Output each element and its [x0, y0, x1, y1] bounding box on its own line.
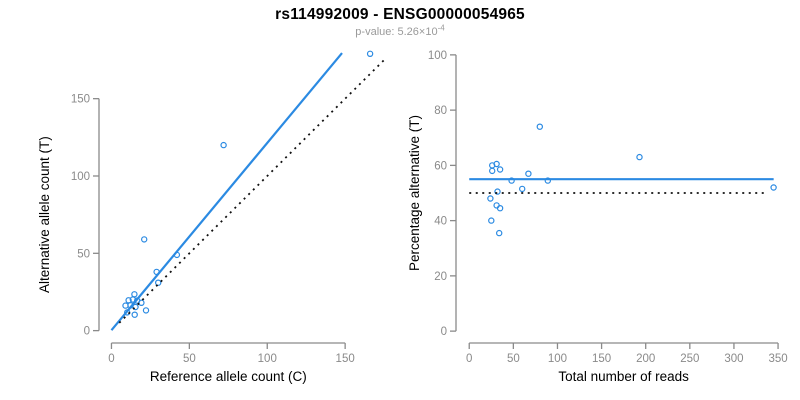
- y-tick-label: 100: [428, 50, 447, 62]
- y-axis-title: Alternative allele count (T): [37, 136, 52, 293]
- data-point: [493, 160, 500, 168]
- data-point: [138, 299, 145, 306]
- data-point: [496, 166, 504, 173]
- x-tick-label: 150: [592, 353, 611, 365]
- data-point: [496, 229, 503, 237]
- data-point: [489, 167, 496, 175]
- x-tick-label: 250: [680, 353, 699, 365]
- data-point: [140, 236, 148, 243]
- x-axis-title: Total number of reads: [558, 369, 689, 384]
- y-tick-label: 150: [71, 94, 90, 106]
- x-axis-title: Reference allele count (C): [150, 369, 307, 384]
- data-point: [770, 184, 777, 191]
- data-point: [154, 279, 162, 286]
- regression-line: [110, 52, 343, 331]
- y-tick-label: 20: [434, 271, 447, 283]
- data-point: [636, 153, 643, 161]
- x-tick-label: 100: [548, 353, 567, 365]
- y-tick-label: 100: [71, 171, 90, 183]
- y-tick-label: 0: [84, 326, 90, 338]
- y-tick-label: 60: [434, 160, 447, 172]
- x-tick-label: 350: [768, 353, 787, 365]
- x-tick-label: 150: [336, 353, 355, 365]
- data-point: [493, 202, 500, 209]
- data-point: [131, 291, 138, 298]
- x-tick-label: 300: [724, 353, 743, 365]
- data-point: [487, 195, 494, 202]
- x-tick-label: 100: [258, 353, 277, 365]
- data-point: [132, 303, 139, 311]
- data-point: [220, 141, 227, 149]
- allele-counts-scatter-panel: 0 50 100 150 0 50 100 150 Reference allele count…: [37, 50, 387, 384]
- x-tick-label: 200: [636, 353, 655, 365]
- identity-line: [118, 57, 387, 324]
- percentage-vs-reads-scatter-panel: 0 50 100 150 200 250 300 350 0 20 40 60 80 100 Total n…: [407, 50, 788, 384]
- data-point: [488, 217, 495, 224]
- y-tick-label: 50: [77, 248, 90, 260]
- x-tick-label: 50: [183, 353, 196, 365]
- data-point: [366, 50, 374, 58]
- data-point: [142, 307, 150, 314]
- data-point: [544, 177, 552, 184]
- x-tick-label: 0: [108, 353, 114, 365]
- x-tick-label: 0: [466, 353, 472, 365]
- data-point: [508, 177, 515, 184]
- x-tick-label: 50: [507, 353, 520, 365]
- data-point: [536, 123, 544, 130]
- data-point: [525, 170, 532, 177]
- data-point: [496, 204, 504, 212]
- data-point: [131, 311, 138, 318]
- y-tick-label: 40: [434, 216, 447, 228]
- data-point: [519, 185, 526, 193]
- data-point: [494, 188, 501, 195]
- y-axis-title: Percentage alternative (T): [407, 115, 422, 271]
- y-tick-label: 0: [441, 326, 447, 338]
- y-tick-label: 80: [434, 105, 447, 117]
